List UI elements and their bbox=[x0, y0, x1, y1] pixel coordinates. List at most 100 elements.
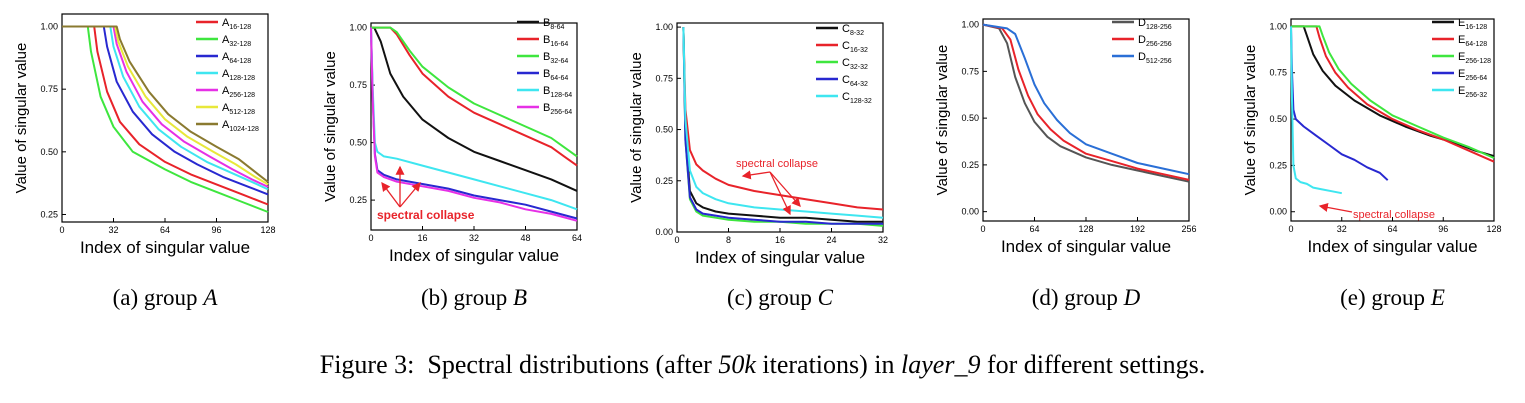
y-tick-label: 0.00 bbox=[961, 207, 979, 217]
sub-caption: (a) group A bbox=[113, 285, 219, 310]
legend-entry: C16-32 bbox=[842, 40, 868, 54]
y-tick-label: 0.50 bbox=[349, 138, 367, 148]
y-tick-label: 0.25 bbox=[1269, 160, 1287, 170]
caption-pre: Spectral distributions (after bbox=[427, 350, 712, 379]
y-tick-label: 0.50 bbox=[655, 125, 673, 135]
x-tick-label: 128 bbox=[1486, 224, 1501, 234]
sub-caption: (b) group B bbox=[421, 285, 527, 310]
y-tick-label: 0.25 bbox=[961, 160, 979, 170]
legend-entry: E256-64 bbox=[1458, 68, 1487, 82]
y-tick-label: 0.00 bbox=[655, 227, 673, 237]
y-axis-label: Value of singular value bbox=[1242, 45, 1259, 196]
y-tick-label: 0.50 bbox=[1269, 114, 1287, 124]
legend-entry: D128-256 bbox=[1138, 17, 1172, 31]
x-tick-label: 192 bbox=[1130, 224, 1145, 234]
y-tick-label: 0.75 bbox=[1269, 68, 1287, 78]
figure-caption: Figure 3: Spectral distributions (after … bbox=[0, 350, 1525, 380]
sub-caption: (e) group E bbox=[1340, 285, 1445, 310]
series-line-c-16-32 bbox=[682, 27, 884, 211]
x-tick-label: 8 bbox=[726, 235, 731, 245]
chart-panel-e: 0.00 0.25 0.50 0.75 1.00 0 32 64 96 128 Index of s… bbox=[1242, 17, 1502, 310]
series-line-a-64-128 bbox=[62, 25, 269, 196]
legend-entry: A256-128 bbox=[222, 85, 255, 99]
y-tick-label: 0.75 bbox=[349, 80, 367, 90]
x-tick-label: 64 bbox=[1387, 224, 1397, 234]
x-tick-label: 16 bbox=[775, 235, 785, 245]
y-tick-label: 0.25 bbox=[655, 176, 673, 186]
x-tick-label: 0 bbox=[980, 224, 985, 234]
series-line-b-32-64 bbox=[371, 26, 578, 158]
legend-entry: C32-32 bbox=[842, 57, 868, 71]
y-tick-label: 0.75 bbox=[40, 84, 58, 94]
x-tick-label: 128 bbox=[260, 225, 275, 235]
series-line-e-256-64 bbox=[1290, 26, 1389, 181]
y-axis-label: Value of singular value bbox=[13, 43, 30, 194]
y-tick-label: 1.00 bbox=[655, 22, 673, 32]
sub-caption: (d) group D bbox=[1032, 285, 1141, 310]
legend-entry: C64-32 bbox=[842, 74, 868, 88]
x-tick-label: 16 bbox=[417, 233, 427, 243]
chart-panel-d: 0.00 0.25 0.50 0.75 1.00 0 64 128 192 256 Index of… bbox=[934, 17, 1197, 310]
series-line-a-32-128 bbox=[62, 25, 269, 213]
series-line-a-1024-128 bbox=[62, 25, 269, 183]
legend-entry: C128-32 bbox=[842, 91, 872, 105]
x-tick-label: 0 bbox=[368, 233, 373, 243]
series-line-c-8-32 bbox=[682, 27, 883, 223]
legend-entry: A512-128 bbox=[222, 102, 255, 116]
x-axis-label: Index of singular value bbox=[695, 248, 865, 267]
caption-layer: layer_9 bbox=[901, 350, 981, 379]
annotation-text: spectral collapse bbox=[736, 158, 818, 170]
annotation-arrow bbox=[741, 170, 771, 180]
x-tick-label: 0 bbox=[59, 225, 64, 235]
series-line-b-8-64 bbox=[371, 26, 578, 192]
chart-panel-a: 0.25 0.50 0.75 1.00 0 32 64 96 128 Index of singu… bbox=[13, 13, 276, 310]
series-line-d-256-256 bbox=[982, 23, 1190, 181]
y-axis-label: Value of singular value bbox=[628, 52, 645, 203]
annotation-arrow bbox=[399, 182, 421, 208]
annotation-arrow bbox=[769, 171, 801, 207]
series-line-e-256-32 bbox=[1290, 26, 1342, 195]
plot-frame bbox=[676, 22, 884, 233]
x-tick-label: 96 bbox=[1438, 224, 1448, 234]
series-line-e-64-128 bbox=[1291, 25, 1495, 163]
x-tick-label: 32 bbox=[108, 225, 118, 235]
chart-panel-b: 0.25 0.50 0.75 1.00 0 16 32 48 64 Index of singul… bbox=[322, 17, 582, 310]
series-line-a-16-128 bbox=[62, 25, 269, 206]
y-tick-label: 0.25 bbox=[40, 209, 58, 219]
y-tick-label: 0.50 bbox=[40, 147, 58, 157]
series-line-d-512-256 bbox=[982, 23, 1190, 176]
series-line-b-256-64 bbox=[370, 27, 578, 222]
legend-entry: A1024-128 bbox=[222, 119, 259, 133]
series-line-a-512-128 bbox=[62, 25, 269, 186]
x-tick-label: 256 bbox=[1181, 224, 1196, 234]
legend-entry: E256-32 bbox=[1458, 85, 1487, 99]
y-axis-label: Value of singular value bbox=[322, 51, 339, 202]
y-tick-label: 0.75 bbox=[655, 73, 673, 83]
legend-entry: D512-256 bbox=[1138, 51, 1172, 65]
legend-entry: B32-64 bbox=[543, 51, 568, 65]
series-line-c-64-32 bbox=[682, 27, 883, 225]
chart-panel-c: 0.00 0.25 0.50 0.75 1.00 0 8 16 24 32 Index of sin… bbox=[628, 22, 888, 310]
y-tick-label: 1.00 bbox=[40, 22, 58, 32]
y-tick-label: 0.25 bbox=[349, 195, 367, 205]
y-tick-label: 1.00 bbox=[1269, 21, 1287, 31]
x-tick-label: 128 bbox=[1078, 224, 1093, 234]
legend-entry: B128-64 bbox=[543, 85, 572, 99]
x-tick-label: 64 bbox=[572, 233, 582, 243]
legend-entry: E64-128 bbox=[1458, 34, 1487, 48]
x-axis-label: Index of singular value bbox=[80, 238, 250, 257]
series-line-c-128-32 bbox=[682, 27, 884, 219]
y-axis-label: Value of singular value bbox=[934, 45, 951, 196]
x-tick-label: 32 bbox=[878, 235, 888, 245]
y-tick-label: 1.00 bbox=[961, 20, 979, 30]
series-line-d-128-256 bbox=[982, 23, 1190, 183]
legend-entry: C8-32 bbox=[842, 23, 864, 37]
series-line-a-128-128 bbox=[62, 25, 269, 191]
y-tick-label: 1.00 bbox=[349, 23, 367, 33]
annotation-text: spectral collapse bbox=[377, 208, 475, 222]
x-tick-label: 24 bbox=[826, 235, 836, 245]
caption-post: for different settings. bbox=[986, 350, 1206, 379]
x-axis-label: Index of singular value bbox=[389, 246, 559, 265]
caption-mid: iterations) in bbox=[762, 350, 895, 379]
